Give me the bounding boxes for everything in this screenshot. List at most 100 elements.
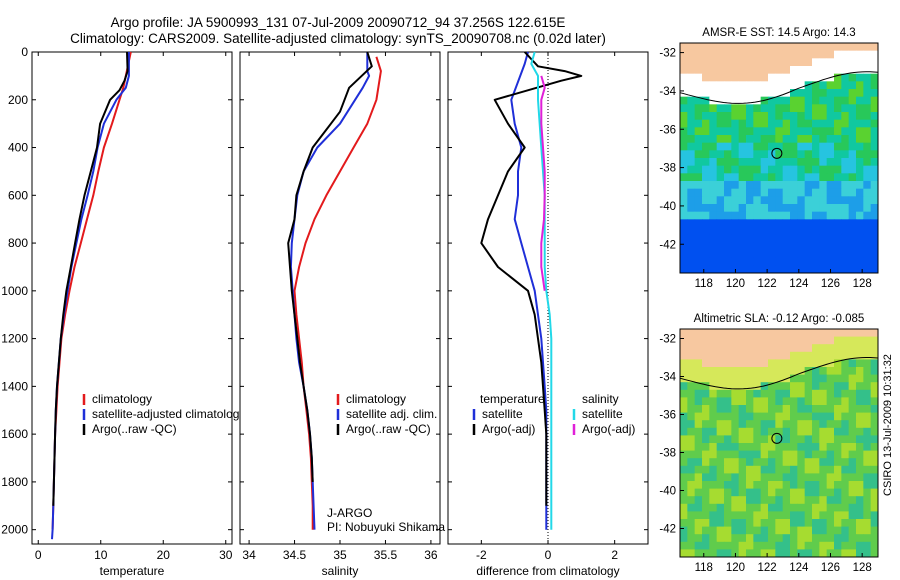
sla_map-cell [790, 405, 798, 413]
sst_map-cell [841, 188, 850, 197]
sst_map-cell [870, 66, 879, 75]
sst_map-cell [694, 219, 703, 228]
sst_map-cell [819, 204, 828, 213]
sla_map-cell [797, 427, 806, 436]
sla_map-cell [709, 412, 718, 421]
sst_map-cell [856, 265, 864, 274]
sla_map-cell [694, 473, 703, 482]
sst_map-cell [738, 204, 747, 213]
sst_map-cell [724, 73, 732, 82]
sla_map-cell [687, 465, 696, 474]
sla_map-cell [782, 351, 791, 360]
sst_map-cell [709, 142, 718, 151]
sst_map-cell [863, 250, 872, 259]
sst_map-cell [716, 119, 725, 128]
sla_map-cell [738, 473, 747, 482]
sst_map-cell [694, 165, 703, 174]
sst_map-cell [731, 135, 740, 144]
difference-series-line [480, 51, 583, 506]
sla_map-cell [680, 534, 688, 543]
sst_map-cell [856, 50, 864, 59]
sst_map-cell [680, 58, 688, 67]
sla_map-cell [848, 526, 857, 535]
sla_map-cell [841, 420, 850, 429]
sst_map-cell [687, 127, 696, 136]
sst_map-cell [753, 104, 762, 113]
sst_map-cell [716, 142, 725, 151]
sst_map-cell [775, 104, 784, 113]
sst_map-cell [841, 227, 850, 236]
sla_map-cell [870, 534, 879, 543]
sst_map-cell [709, 89, 718, 98]
sla_map-cell [826, 519, 835, 527]
sst_map-cell [870, 58, 879, 67]
sst_map-cell [856, 196, 864, 205]
sla_map-cell [841, 473, 850, 482]
sst_map-cell [782, 242, 791, 251]
sla_map-cell [870, 420, 879, 429]
sst_map-cell [856, 204, 864, 213]
sla_map-cell [841, 427, 850, 436]
sst_map-cell [812, 227, 820, 236]
sla_map-cell [753, 473, 762, 482]
sla_map-cell [687, 450, 696, 459]
sst_map-cell [804, 158, 813, 167]
sla_map-cell [702, 496, 710, 505]
sla_map-cell [768, 382, 776, 391]
sla_map-cell [834, 541, 842, 550]
sla_map-cell [812, 549, 820, 558]
sst_map-cell [819, 66, 828, 75]
sla_map-cell [753, 511, 762, 520]
sst_map-cell [775, 173, 784, 182]
sla_map-cell [738, 405, 747, 413]
sla_map-cell [841, 458, 850, 467]
sla_map-cell [819, 427, 828, 436]
sst_map-cell [746, 50, 754, 59]
sst_map-cell [775, 158, 784, 167]
sla_map-cell [804, 329, 813, 337]
sla_map-cell [694, 344, 703, 353]
sla_map-cell [819, 503, 828, 512]
sst_map-cell [775, 127, 784, 136]
sst_map-cell [753, 112, 762, 121]
sla_map-cell [731, 329, 740, 337]
sst_map-cell [790, 250, 798, 259]
sla_map-cell [687, 427, 696, 436]
sst_map-cell [790, 43, 798, 52]
sst_map-cell [804, 188, 813, 197]
sst_map-cell [834, 66, 842, 75]
sst_map-cell [687, 73, 696, 82]
sla_map-cell [709, 374, 718, 383]
sst_map-cell [834, 104, 842, 113]
sst_map-cell [863, 227, 872, 236]
sst_map-cell [841, 257, 850, 266]
sst_map-cell [724, 104, 732, 113]
sst_map-cell [738, 135, 747, 144]
sla_map-cell [680, 511, 688, 520]
sla_map-cell [724, 397, 732, 406]
sst_map-cell [797, 257, 806, 266]
sst_map-cell [709, 234, 718, 243]
sla_map-argo-marker [771, 432, 783, 444]
sst_map-cell [790, 81, 798, 90]
sst_map-cell [724, 227, 732, 236]
sla_map-cell [738, 351, 747, 360]
sst_map-cell [782, 234, 791, 243]
sst_map-cell [731, 181, 740, 190]
sla_map-cell [856, 435, 864, 444]
sst_map-cell [738, 188, 747, 197]
sla_map-cell [760, 367, 769, 375]
sla_map-cell [841, 367, 850, 375]
sst_map-cell [834, 250, 842, 259]
sla_map-cell [812, 496, 820, 505]
sla_map-cell [856, 450, 864, 459]
sst_map-cell [768, 265, 776, 274]
sla_map-cell [709, 397, 718, 406]
sla_map-cell [819, 389, 828, 398]
sst_map-cell [738, 181, 747, 190]
sst_map-cell [687, 234, 696, 243]
sst_map-cell [790, 242, 798, 251]
sla_map-cell [702, 534, 710, 543]
sst_map-cell [760, 150, 769, 159]
sla_map-cell [687, 488, 696, 497]
